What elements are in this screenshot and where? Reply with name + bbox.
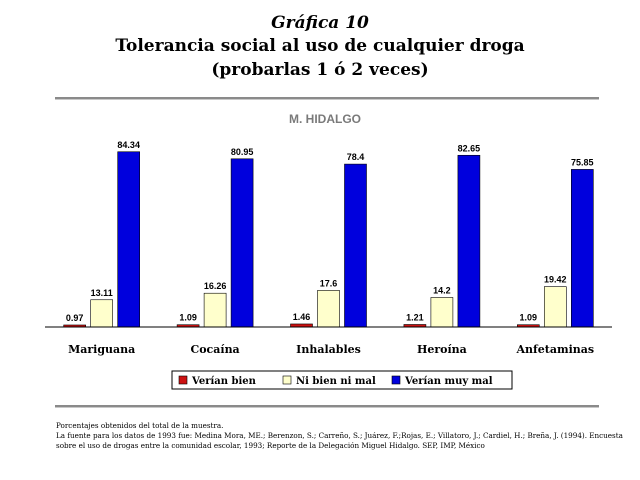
data-label-1-0: 1.09	[179, 313, 197, 323]
legend-label-2: Verían muy mal	[404, 376, 493, 387]
bars-group: 0.97 13.11 84.34 1.09 16.26 80.95 1.46 17.6 78.4…	[63, 140, 594, 328]
legend-label-0: Verían bien	[191, 376, 257, 387]
data-label-2-2: 78.4	[347, 152, 365, 162]
bar-1-1	[203, 292, 227, 328]
data-label-4-1: 19.42	[544, 275, 567, 285]
footnote: Porcentajes obtenidos del total de la mu…	[56, 421, 626, 451]
bar-0-2	[117, 151, 140, 328]
legend-box	[171, 370, 513, 390]
legend-label-1: Ni bien ni mal	[296, 376, 376, 387]
footnote-line-2: La fuente para los datos de 1993 fue: Me…	[56, 431, 623, 450]
data-label-4-2: 75.85	[571, 157, 594, 167]
data-label-1-2: 80.95	[231, 147, 254, 157]
chart-title-line-1: Tolerancia social al uso de cualquier dr…	[115, 36, 525, 56]
legend-swatch-2	[391, 375, 401, 385]
data-label-3-2: 82.65	[458, 143, 481, 153]
bar-4-2	[570, 169, 594, 328]
data-label-3-1: 14.2	[433, 285, 451, 295]
data-label-2-1: 17.6	[320, 278, 338, 288]
x-tick-label-2: Inhalables	[296, 343, 361, 356]
legend: Verían bien Ni bien ni mal Verían muy mal	[171, 370, 513, 390]
footnote-line-1: Porcentajes obtenidos del total de la mu…	[56, 421, 224, 430]
x-tick-label-0: Mariguana	[68, 343, 135, 356]
x-axis-labels: Mariguana Cocaína Inhalables Heroína Anfetam…	[68, 343, 594, 356]
bar-2-1	[317, 290, 340, 328]
x-tick-label-4: Anfetaminas	[515, 343, 594, 356]
chart-subtitle: M. HIDALGO	[289, 112, 361, 126]
chart-title-line-2: (probarlas 1 ó 2 veces)	[211, 60, 429, 80]
data-label-2-0: 1.46	[293, 312, 311, 322]
bar-3-1	[430, 297, 454, 328]
legend-swatch-0	[178, 375, 188, 385]
bottom-divider	[55, 405, 599, 408]
bar-1-2	[230, 158, 254, 328]
legend-swatch-1	[282, 375, 292, 385]
chart-header: Gráfica 10 Tolerancia social al uso de c…	[0, 12, 640, 82]
bar-3-2	[457, 154, 481, 328]
chart-number: Gráfica 10	[271, 13, 369, 33]
x-tick-label-1: Cocaína	[190, 343, 239, 356]
data-label-0-1: 13.11	[91, 288, 113, 298]
data-label-1-1: 16.26	[204, 281, 227, 291]
data-label-3-0: 1.21	[406, 312, 424, 322]
data-label-0-2: 84.34	[117, 140, 140, 150]
bar-2-2	[344, 163, 367, 328]
x-tick-label-3: Heroína	[417, 343, 467, 356]
bar-chart: M. HIDALGO 0.97 13.11 84.34 1.09 16.26 80.95 1…	[45, 112, 612, 390]
data-label-4-0: 1.09	[520, 313, 538, 323]
bar-4-1	[543, 286, 567, 328]
bar-0-1	[90, 299, 113, 328]
top-divider	[55, 97, 599, 100]
data-label-0-0: 0.97	[66, 313, 84, 323]
